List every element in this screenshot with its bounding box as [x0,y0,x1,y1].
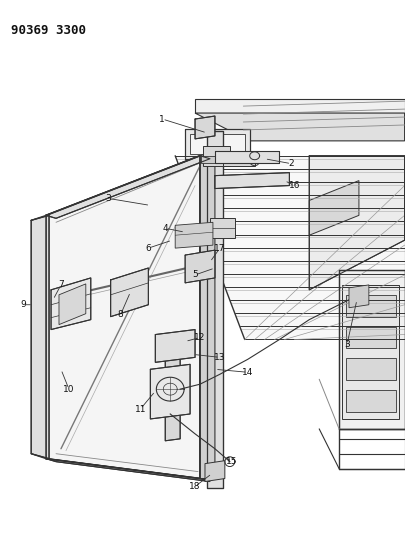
Text: 17: 17 [213,244,225,253]
Polygon shape [46,156,200,479]
Text: 18: 18 [189,482,200,491]
Polygon shape [345,327,395,349]
Polygon shape [222,156,254,166]
Text: 7: 7 [58,280,64,289]
Polygon shape [202,146,229,166]
Polygon shape [46,156,209,219]
Polygon shape [190,134,244,154]
Polygon shape [341,285,398,419]
Polygon shape [31,215,49,459]
Polygon shape [51,278,91,329]
Text: 10: 10 [63,385,75,394]
Polygon shape [194,113,404,141]
Polygon shape [150,365,190,419]
Polygon shape [207,131,222,488]
Polygon shape [165,337,180,441]
Polygon shape [338,270,404,429]
Polygon shape [111,268,148,317]
Text: 2: 2 [288,159,294,168]
Text: 13: 13 [213,353,225,362]
Polygon shape [175,156,404,340]
Text: 14: 14 [241,368,253,377]
Polygon shape [194,116,214,139]
Polygon shape [345,390,395,412]
Text: 1: 1 [159,115,165,124]
Polygon shape [155,329,194,362]
Polygon shape [200,156,232,163]
Polygon shape [194,99,404,113]
Text: 15: 15 [226,457,237,466]
Text: 4: 4 [162,224,168,233]
Text: 3: 3 [106,194,111,203]
Text: 12: 12 [194,333,205,342]
Polygon shape [185,250,214,283]
Polygon shape [59,284,85,325]
Text: 8: 8 [117,310,123,319]
Polygon shape [309,181,358,235]
Polygon shape [185,129,249,159]
Text: 5: 5 [192,270,198,279]
Polygon shape [214,173,289,189]
Text: 90369 3300: 90369 3300 [11,23,86,37]
Polygon shape [214,151,279,163]
Polygon shape [46,459,209,481]
Polygon shape [209,219,234,238]
Polygon shape [175,222,212,248]
Text: 9: 9 [20,300,26,309]
Text: 6: 6 [145,244,151,253]
Polygon shape [309,156,404,290]
Polygon shape [345,295,395,317]
Polygon shape [345,358,395,380]
Polygon shape [348,285,368,308]
Text: 11: 11 [134,405,146,414]
Text: 3: 3 [343,340,349,349]
Text: 16: 16 [288,181,299,190]
Polygon shape [205,461,224,481]
Polygon shape [200,151,214,479]
